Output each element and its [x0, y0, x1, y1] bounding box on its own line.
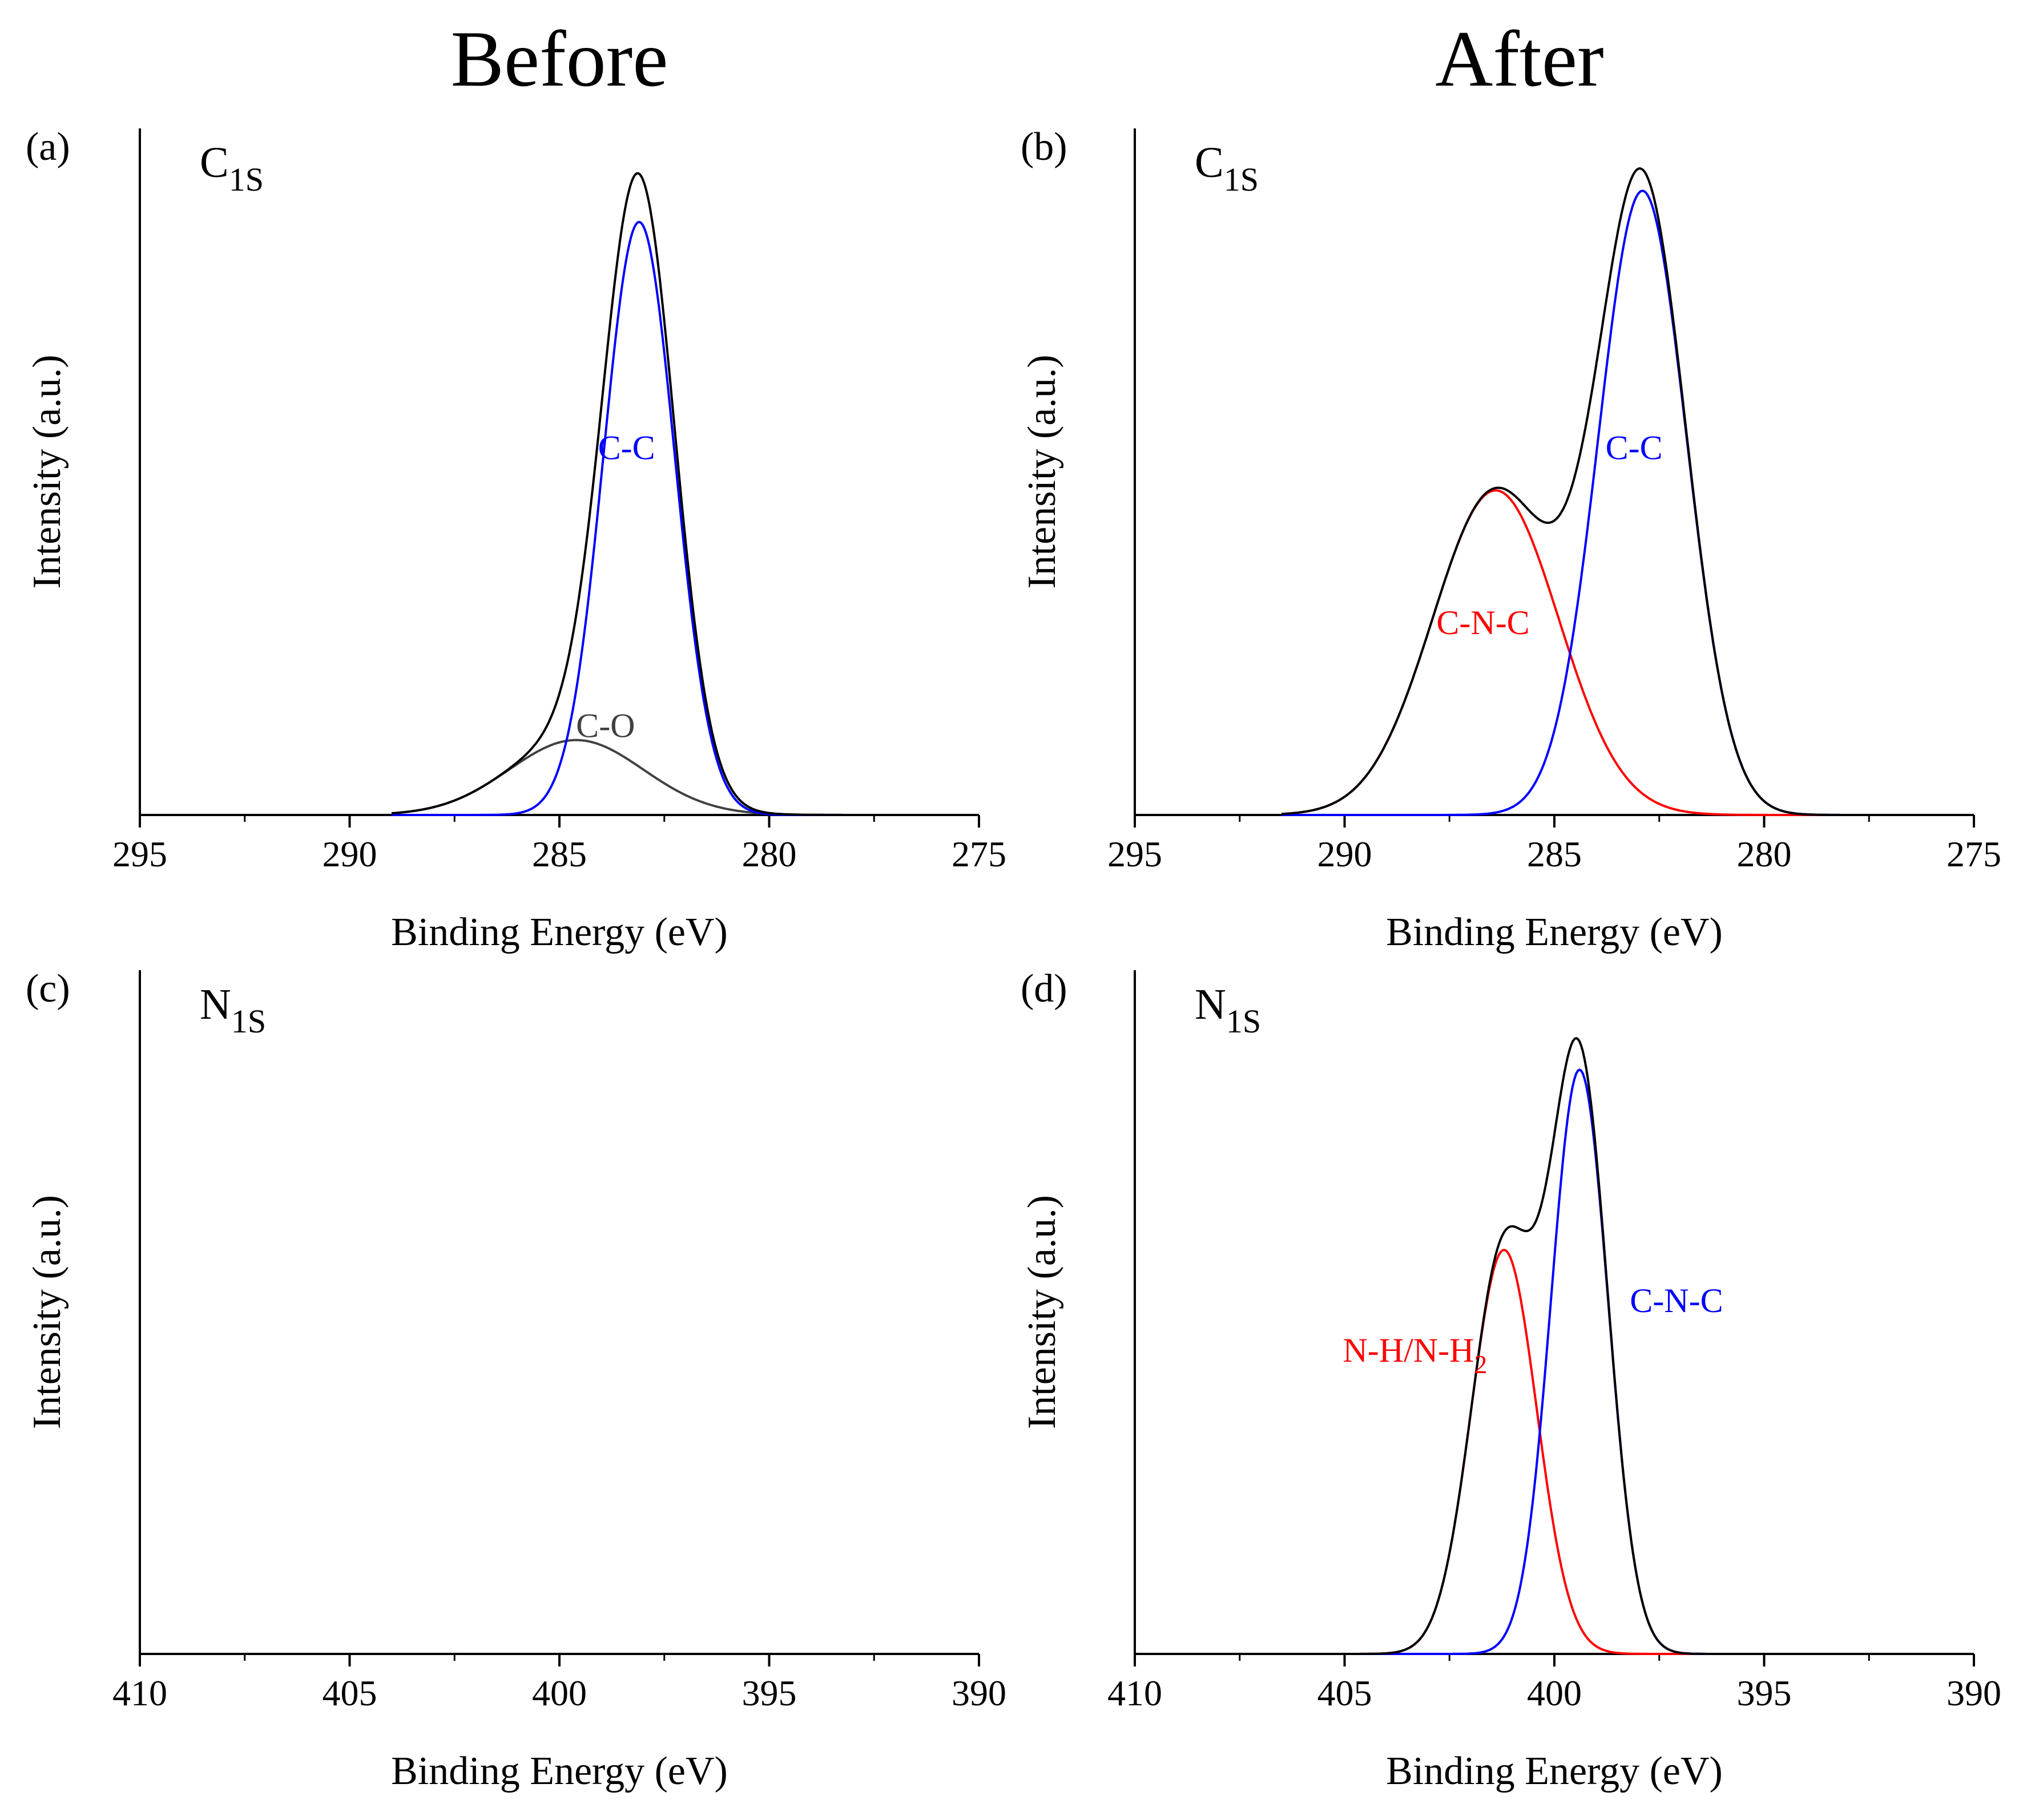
- annotation: C-C: [1606, 429, 1663, 467]
- x-axis-title: Binding Energy (eV): [391, 1749, 728, 1793]
- x-tick-label: 395: [1737, 1673, 1792, 1713]
- x-tick-label: 295: [112, 834, 167, 874]
- x-tick-label: 405: [323, 1673, 377, 1713]
- series-line-total: [1282, 167, 1848, 816]
- series-line-total: [1135, 1037, 1974, 1655]
- annotation-text: C-N-C: [1436, 604, 1529, 641]
- x-axis-title: Binding Energy (eV): [1386, 910, 1723, 954]
- x-tick-label: 395: [742, 1673, 797, 1713]
- region-label: N1S: [200, 980, 266, 1040]
- x-tick-label: 275: [1947, 834, 2001, 874]
- y-axis-title: Intensity (a.u.): [25, 1195, 69, 1429]
- x-tick-label: 410: [112, 1673, 167, 1713]
- region-label-sub: 1S: [1226, 1003, 1261, 1040]
- panel-label: (d): [1021, 967, 1067, 1011]
- x-tick-label: 275: [952, 834, 1006, 874]
- region-label-sub: 1S: [1224, 161, 1259, 198]
- x-tick-label: 410: [1107, 1673, 1162, 1713]
- panel-d: 410 405 400 395 390 Binding Energy (eV) Intens…: [1020, 967, 2001, 1793]
- region-label: N1S: [1195, 980, 1261, 1040]
- region-label-main: N: [200, 980, 231, 1028]
- region-label: C1S: [1195, 139, 1259, 198]
- annotation-text: C-N-C: [1630, 1282, 1723, 1319]
- annotation: C-O: [576, 707, 635, 744]
- x-tick-label: 280: [1737, 834, 1792, 874]
- panel-c: 410 405 400 395 390 Binding Energy (eV) Intens…: [25, 967, 1006, 1793]
- x-axis-title: Binding Energy (eV): [391, 910, 728, 954]
- region-label-main: C: [200, 139, 229, 187]
- x-tick-label: 285: [1527, 834, 1582, 874]
- annotation-text: C-C: [1606, 429, 1663, 467]
- region-label-main: N: [1195, 980, 1226, 1028]
- x-tick-label: 400: [532, 1673, 587, 1713]
- series-line-total: [391, 172, 875, 816]
- panel-label: (b): [1021, 125, 1067, 169]
- panel-a: 295 290 285 280 275 Binding Energy (eV) Intens…: [25, 125, 1006, 954]
- panel-label: (a): [26, 125, 70, 169]
- panel-label: (c): [26, 967, 70, 1011]
- x-tick-label: 390: [1947, 1673, 2001, 1713]
- annotation: C-N-C: [1436, 604, 1529, 641]
- annotation-text: C-C: [598, 429, 655, 467]
- x-tick-label: 290: [1317, 834, 1372, 874]
- y-axis-title: Intensity (a.u.): [1020, 1195, 1064, 1429]
- x-tick-label: 280: [742, 834, 797, 874]
- annotation: C-C: [598, 429, 655, 467]
- x-tick-label: 400: [1527, 1673, 1582, 1713]
- x-tick-label: 285: [532, 834, 587, 874]
- y-axis-title: Intensity (a.u.): [1020, 354, 1064, 588]
- panel-b: 295 290 285 280 275 Binding Energy (eV) Intens…: [1020, 125, 2001, 954]
- y-axis-title: Intensity (a.u.): [25, 354, 69, 588]
- panels: 295 290 285 280 275 Binding Energy (eV) Intens…: [25, 125, 2001, 1793]
- annotation: N-H/N-H2: [1343, 1331, 1487, 1379]
- region-label-sub: 1S: [229, 161, 264, 198]
- region-label-main: C: [1195, 139, 1224, 187]
- x-tick-label: 405: [1317, 1673, 1372, 1713]
- x-tick-label: 295: [1107, 834, 1162, 874]
- annotation-text: C-O: [576, 707, 635, 744]
- region-label: C1S: [200, 139, 264, 198]
- x-tick-label: 390: [952, 1673, 1006, 1713]
- annotation: C-N-C: [1630, 1282, 1723, 1319]
- x-tick-label: 290: [323, 834, 377, 874]
- column-title-after: After: [1435, 15, 1603, 103]
- column-title-before: Before: [451, 15, 668, 103]
- annotation-text: N-H/N-H: [1343, 1331, 1474, 1369]
- x-axis-title: Binding Energy (eV): [1386, 1749, 1723, 1793]
- region-label-sub: 1S: [231, 1003, 266, 1040]
- annotation-subscript: 2: [1474, 1350, 1487, 1379]
